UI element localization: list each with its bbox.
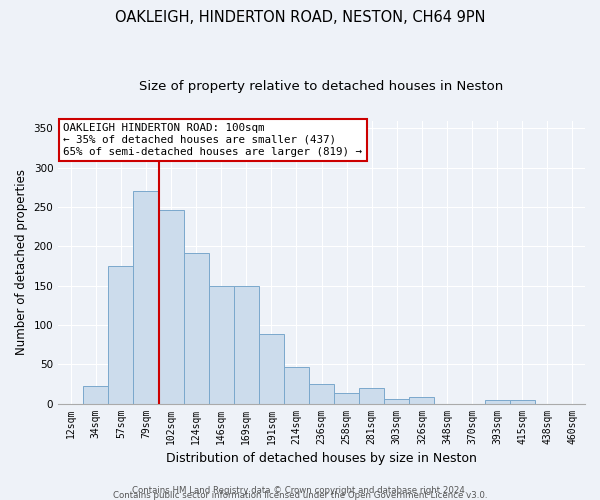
Bar	[184, 252, 209, 404]
Text: OAKLEIGH, HINDERTON ROAD, NESTON, CH64 9PN: OAKLEIGH, HINDERTON ROAD, NESTON, CH64 9…	[115, 10, 485, 25]
Bar	[209, 286, 234, 404]
Bar	[109, 266, 133, 404]
Bar	[158, 210, 184, 404]
Text: OAKLEIGH HINDERTON ROAD: 100sqm
← 35% of detached houses are smaller (437)
65% o: OAKLEIGH HINDERTON ROAD: 100sqm ← 35% of…	[64, 124, 362, 156]
Bar	[284, 368, 309, 404]
Bar	[309, 384, 334, 404]
Bar	[510, 400, 535, 404]
Bar	[359, 388, 385, 404]
Y-axis label: Number of detached properties: Number of detached properties	[15, 169, 28, 355]
Bar	[385, 399, 409, 404]
Text: Contains public sector information licensed under the Open Government Licence v3: Contains public sector information licen…	[113, 491, 487, 500]
Bar	[133, 192, 158, 404]
Title: Size of property relative to detached houses in Neston: Size of property relative to detached ho…	[139, 80, 504, 93]
Text: Contains HM Land Registry data © Crown copyright and database right 2024.: Contains HM Land Registry data © Crown c…	[132, 486, 468, 495]
Bar	[409, 398, 434, 404]
X-axis label: Distribution of detached houses by size in Neston: Distribution of detached houses by size …	[166, 452, 477, 465]
Bar	[334, 394, 359, 404]
Bar	[234, 286, 259, 404]
Bar	[83, 386, 109, 404]
Bar	[485, 400, 510, 404]
Bar	[259, 334, 284, 404]
